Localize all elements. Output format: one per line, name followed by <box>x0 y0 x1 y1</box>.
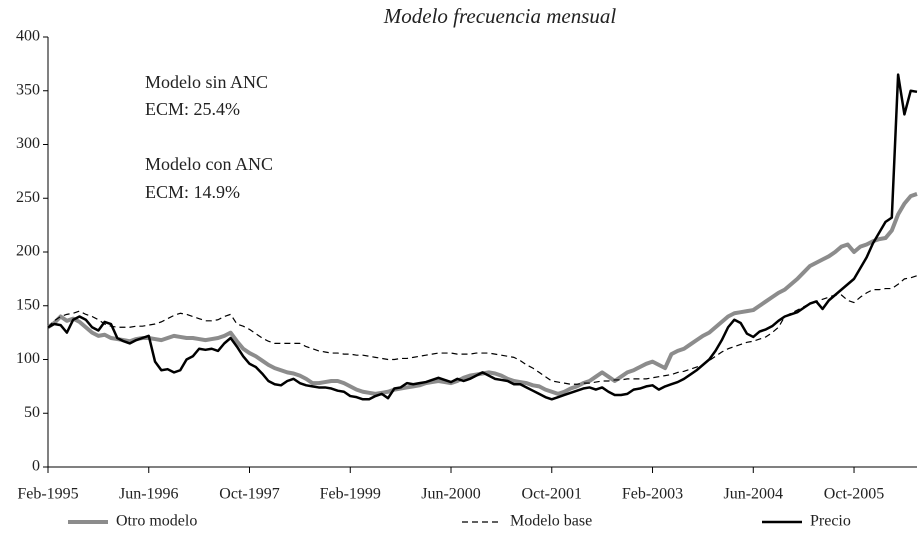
x-tick-label: Oct-2005 <box>824 486 884 503</box>
x-tick-label: Feb-2003 <box>622 486 683 503</box>
chart-title: Modelo frecuencia mensual <box>383 4 617 28</box>
y-tick-label: 100 <box>16 350 40 367</box>
x-tick-label: Feb-1999 <box>320 486 381 503</box>
y-tick-label: 300 <box>16 135 40 152</box>
x-tick-label: Oct-2001 <box>522 486 582 503</box>
y-tick-label: 50 <box>24 404 40 421</box>
y-tick-label: 200 <box>16 243 40 260</box>
x-tick-label: Jun-2000 <box>421 486 481 503</box>
annotation: ECM: 14.9% <box>145 182 240 202</box>
x-tick-label: Feb-1995 <box>17 486 78 503</box>
x-tick-label: Jun-2004 <box>723 486 783 503</box>
y-tick-label: 150 <box>16 296 40 313</box>
legend-label: Precio <box>810 513 851 530</box>
legend-label: Modelo base <box>510 513 592 530</box>
y-tick-label: 350 <box>16 81 40 98</box>
y-tick-label: 250 <box>16 189 40 206</box>
series-line <box>47 275 918 385</box>
y-tick-label: 400 <box>16 28 40 45</box>
annotation: ECM: 25.4% <box>145 99 240 119</box>
x-tick-label: Oct-1997 <box>219 486 279 503</box>
legend-label: Otro modelo <box>116 513 197 530</box>
annotation: Modelo con ANC <box>145 154 273 174</box>
series-line <box>47 73 918 401</box>
series-line <box>46 192 918 396</box>
y-tick-label: 0 <box>32 458 40 475</box>
annotation: Modelo sin ANC <box>145 72 268 92</box>
x-tick-label: Jun-1996 <box>119 486 179 503</box>
